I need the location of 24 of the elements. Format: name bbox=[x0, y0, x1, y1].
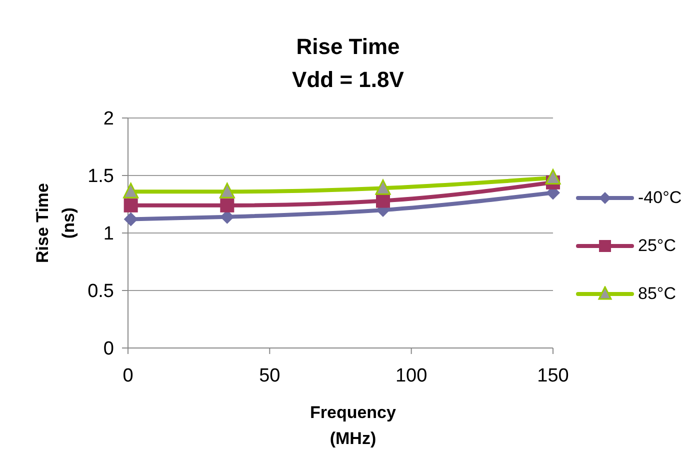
chart-title: Rise Time bbox=[295, 33, 401, 61]
legend-label: 25°C bbox=[638, 236, 676, 256]
y-tick-label: 0.5 bbox=[88, 281, 114, 302]
point bbox=[219, 182, 235, 198]
point bbox=[545, 169, 561, 185]
y-tick-label: 1.5 bbox=[88, 166, 114, 188]
point bbox=[375, 179, 391, 195]
point bbox=[124, 198, 138, 212]
x-tick-label: 100 bbox=[395, 365, 428, 386]
y-tick-label: 0 bbox=[103, 338, 114, 360]
x-tick-label: 50 bbox=[259, 365, 280, 386]
y-tick-label: 1 bbox=[103, 224, 114, 245]
point bbox=[123, 182, 139, 198]
point bbox=[220, 198, 234, 212]
x-tick-label: 0 bbox=[122, 365, 134, 386]
x-tick-label: 150 bbox=[537, 365, 569, 386]
y-axis-title: Rise Time (ns) bbox=[32, 182, 79, 263]
chart-subtitle: Vdd = 1.8V bbox=[291, 66, 405, 94]
point bbox=[376, 194, 390, 208]
y-tick-label: 2 bbox=[103, 108, 114, 130]
legend-label: 85°C bbox=[638, 284, 676, 304]
point bbox=[124, 212, 138, 226]
x-axis-title: Frequency (MHz) bbox=[309, 402, 397, 450]
legend-label: -40°C bbox=[638, 188, 682, 208]
